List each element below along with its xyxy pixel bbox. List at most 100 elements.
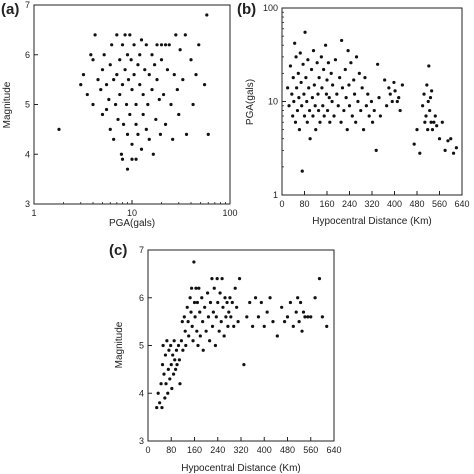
- data-point: [383, 78, 387, 82]
- y-tick-label: 5: [25, 100, 30, 110]
- data-point: [197, 286, 201, 290]
- data-point: [300, 104, 304, 108]
- x-tick-label: 640: [454, 199, 469, 209]
- data-point: [345, 128, 349, 132]
- data-point: [157, 97, 161, 102]
- data-point: [174, 33, 178, 37]
- data-point: [262, 324, 266, 328]
- data-point: [354, 120, 358, 124]
- data-point: [169, 363, 173, 367]
- data-point: [181, 348, 185, 352]
- data-point: [425, 83, 429, 87]
- data-point: [155, 405, 159, 410]
- data-point: [435, 124, 439, 128]
- data-point: [378, 114, 383, 118]
- data-point: [156, 391, 160, 395]
- data-point: [372, 108, 376, 113]
- data-point: [221, 305, 225, 309]
- data-point: [151, 152, 155, 156]
- panel-label-a: (a): [1, 1, 19, 18]
- data-point: [191, 339, 195, 343]
- data-point: [364, 104, 368, 108]
- data-point: [187, 334, 191, 338]
- x-tick-label: 10: [127, 208, 137, 218]
- data-point: [120, 43, 125, 47]
- data-point: [291, 324, 295, 328]
- data-point: [313, 296, 317, 300]
- data-point: [144, 43, 148, 47]
- y-tick-label: 5: [139, 341, 144, 351]
- data-point: [430, 89, 434, 93]
- data-point: [433, 114, 437, 118]
- data-point: [174, 348, 179, 352]
- data-point: [390, 99, 394, 104]
- data-point: [290, 92, 294, 96]
- data-point: [194, 73, 198, 77]
- data-point: [299, 80, 303, 85]
- data-point: [128, 33, 132, 37]
- data-point: [347, 104, 352, 108]
- data-point: [352, 92, 357, 96]
- data-point: [139, 38, 144, 42]
- data-point: [177, 358, 181, 362]
- data-point: [216, 300, 220, 305]
- data-point: [203, 305, 207, 309]
- data-point: [178, 382, 182, 386]
- data-point: [120, 83, 125, 87]
- data-point: [347, 83, 351, 87]
- x-axis-label-a: PGA(gals): [109, 218, 155, 229]
- data-point: [316, 92, 320, 96]
- data-point: [192, 300, 197, 305]
- data-point: [302, 114, 307, 118]
- data-points-b: [286, 30, 458, 173]
- data-point: [130, 157, 134, 161]
- data-point: [428, 108, 432, 113]
- chart-panel-b: (b) 0 80 160 240 320 400 480 560 640 1 10 100 Hypoc…: [237, 1, 470, 227]
- data-point: [159, 58, 164, 62]
- data-point: [124, 102, 129, 107]
- data-point: [432, 120, 436, 124]
- data-point: [313, 104, 317, 108]
- data-point: [168, 377, 172, 381]
- data-point: [280, 305, 284, 309]
- data-point: [210, 324, 215, 328]
- data-point: [440, 120, 444, 124]
- data-point: [150, 53, 154, 57]
- x-axis-label-b: Hypocentral Distance (Km): [312, 216, 431, 227]
- data-point: [163, 396, 167, 400]
- data-point: [245, 315, 249, 319]
- data-point: [138, 83, 142, 87]
- data-point: [104, 83, 109, 87]
- data-point: [183, 33, 187, 37]
- data-point: [172, 73, 176, 77]
- data-point: [166, 367, 170, 371]
- data-point: [158, 132, 163, 136]
- data-point: [294, 55, 298, 59]
- data-point: [297, 320, 301, 324]
- data-point: [134, 122, 138, 126]
- data-point: [294, 310, 298, 314]
- data-point: [360, 86, 364, 90]
- data-point: [220, 277, 224, 281]
- data-point: [165, 68, 170, 72]
- data-point: [311, 114, 315, 118]
- data-point: [189, 310, 193, 314]
- data-point: [223, 296, 227, 300]
- data-point: [312, 83, 316, 87]
- data-point: [171, 137, 175, 141]
- data-point: [162, 372, 166, 376]
- data-point: [237, 277, 242, 281]
- data-point: [251, 324, 255, 328]
- data-point: [300, 329, 304, 333]
- data-point: [288, 300, 293, 305]
- axis-ticks-a: 1 10 100 3 4 5 6 7: [25, 0, 238, 218]
- data-point: [323, 43, 328, 47]
- data-point: [96, 78, 100, 82]
- y-axis-label-a: Magnitude: [2, 81, 13, 128]
- data-point: [426, 99, 430, 104]
- data-point: [123, 33, 127, 37]
- data-point: [297, 96, 301, 100]
- data-point: [400, 83, 404, 87]
- data-point: [169, 343, 173, 348]
